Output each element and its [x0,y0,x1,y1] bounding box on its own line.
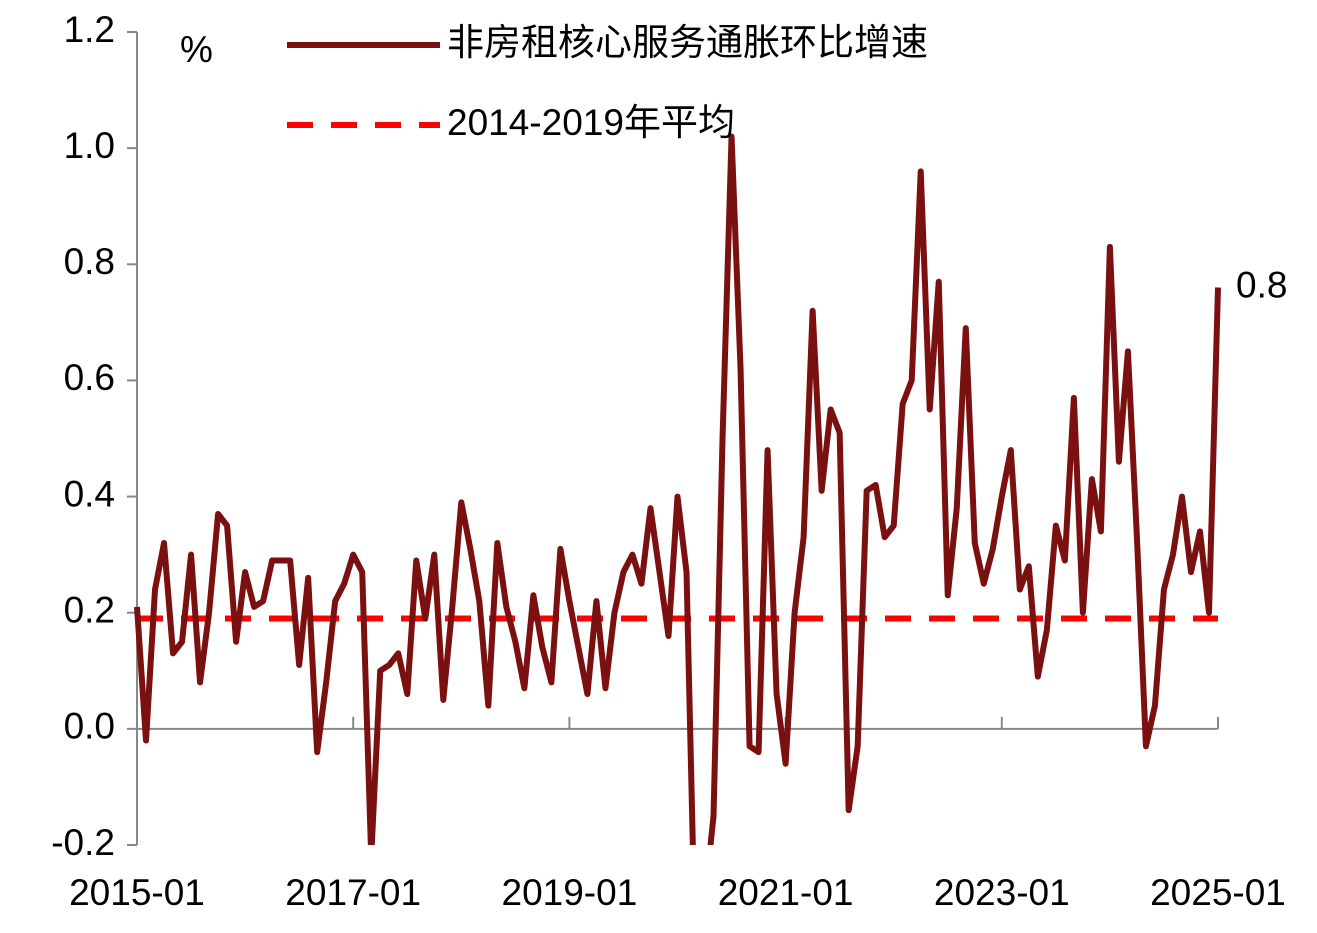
y-tick-label: 1.2 [64,9,115,50]
y-tick-label: -0.2 [51,822,115,863]
x-tick-label: 2015-01 [69,872,205,913]
x-tick-label: 2025-01 [1150,872,1286,913]
legend-label: 2014-2019年平均 [447,102,735,143]
legend-label: 非房租核心服务通胀环比增速 [447,22,928,63]
x-tick-label: 2023-01 [934,872,1070,913]
x-tick-label: 2017-01 [285,872,421,913]
y-tick-label: 0.2 [64,589,115,630]
y-tick-label: 0.0 [64,706,115,747]
series-line [134,133,1221,845]
y-tick-label: 0.6 [64,357,115,398]
y-tick-label: 1.0 [64,125,115,166]
x-tick-label: 2019-01 [502,872,638,913]
y-axis-label: % [180,29,213,70]
y-tick-label: 0.8 [64,241,115,282]
plot-area [134,133,1221,845]
y-tick-label: 0.4 [64,473,115,514]
x-tick-label: 2021-01 [718,872,854,913]
end-annotation: 0.8 [1236,264,1287,305]
